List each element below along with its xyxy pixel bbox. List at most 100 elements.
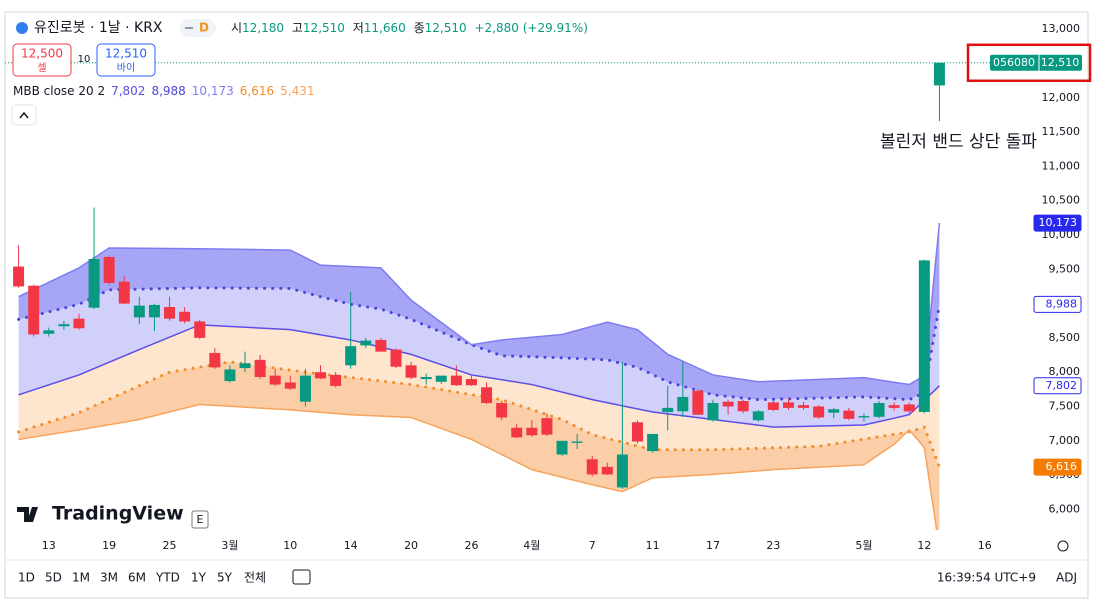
y-tick-label: 10,500 xyxy=(1042,194,1081,207)
candle-body xyxy=(360,340,372,346)
candle-body xyxy=(315,372,327,379)
last-price-label: 12,510 xyxy=(1041,56,1080,69)
candle-body xyxy=(375,339,387,352)
y-tick-label: 7,000 xyxy=(1049,434,1081,447)
ohlc-value: 11,660 xyxy=(364,21,406,35)
candle-body xyxy=(767,402,779,410)
candle-body xyxy=(798,405,810,408)
range-button[interactable]: 전체 xyxy=(244,571,266,585)
indicator-legend: MBB close 20 2 7,802 8,988 10,173 6,616 5,431 xyxy=(13,84,315,98)
collapse-icon xyxy=(19,111,29,119)
y-tick-label: 8,500 xyxy=(1049,331,1081,344)
indicator-value: 8,988 xyxy=(151,84,185,98)
x-tick-label: 26 xyxy=(464,539,478,552)
candle-body xyxy=(707,403,719,421)
candle-body xyxy=(813,406,825,418)
candle-body xyxy=(58,324,70,327)
event: E xyxy=(197,513,204,526)
candle-body xyxy=(73,318,85,329)
candle-body xyxy=(481,387,493,404)
ohlc-label: 고 xyxy=(292,21,303,35)
logo-icon xyxy=(17,507,38,522)
candle-body xyxy=(345,346,357,366)
spread: 10 xyxy=(78,54,91,65)
indicator-value: 7,802 xyxy=(111,84,145,98)
ohlc-label: 저 xyxy=(353,21,364,35)
candle-body xyxy=(269,375,281,385)
candle-body xyxy=(571,441,583,443)
compare-icon[interactable] xyxy=(292,569,311,585)
band-fill xyxy=(18,324,940,468)
y-tick-label: 12,000 xyxy=(1042,91,1081,104)
x-tick-label: 25 xyxy=(163,539,177,552)
adj[interactable]: ADJ xyxy=(1056,571,1077,585)
candle-body xyxy=(737,401,749,412)
candle-body xyxy=(692,390,704,415)
candle-body xyxy=(28,285,40,335)
last-price-symbol: 056080 xyxy=(993,56,1035,69)
last-price-badge xyxy=(990,54,1082,71)
logo: TradingView xyxy=(52,503,184,525)
x-tick-label: 20 xyxy=(404,539,418,552)
candle-body xyxy=(164,307,176,319)
ohlc-value: 12,510 xyxy=(425,21,467,35)
badge-dash xyxy=(185,27,193,29)
sell-button[interactable] xyxy=(12,43,72,77)
x-tick-label: 17 xyxy=(706,539,720,552)
overlay: 유진로봇 · 1날 · KRX D 시12,180 고12,510 저11,66… xyxy=(5,19,1088,585)
range-button[interactable]: 5D xyxy=(45,571,62,585)
ohlc-label: 종 xyxy=(414,21,425,35)
range-button[interactable]: 5Y xyxy=(217,571,233,585)
symbol: 유진로봇 · 1날 · KRX xyxy=(34,20,163,36)
x-tick-label: 11 xyxy=(646,539,660,552)
ohlc: 시12,180 고12,510 저11,660 종12,510 +2,880 (… xyxy=(231,21,588,35)
candle-body xyxy=(133,305,145,318)
band-fill xyxy=(18,223,940,400)
settings-icon[interactable] xyxy=(1057,540,1069,552)
candle-body xyxy=(782,402,794,408)
price-badge xyxy=(1033,295,1082,313)
badge-bg xyxy=(180,19,216,37)
candle-body xyxy=(435,375,447,382)
range-button[interactable]: 1D xyxy=(18,571,35,585)
collapse-button[interactable] xyxy=(11,104,37,126)
band-line xyxy=(18,403,938,530)
candle-body xyxy=(526,427,538,436)
sell-label: 셀 xyxy=(37,62,46,74)
event-box[interactable] xyxy=(191,510,209,529)
price-badge-label: 8,988 xyxy=(1046,297,1078,310)
candle-body xyxy=(179,311,191,322)
candle-body xyxy=(873,403,885,417)
ohlc-value: 12,180 xyxy=(242,21,284,35)
sell-price: 12,500 xyxy=(21,47,63,61)
candle-body xyxy=(616,454,628,488)
highlight-box xyxy=(966,43,1092,83)
buy-button[interactable] xyxy=(96,43,156,77)
badge: D xyxy=(199,21,209,35)
price-badge-label: 10,173 xyxy=(1039,216,1078,229)
range-button[interactable]: 6M xyxy=(128,571,146,585)
price-badge-label: 6,616 xyxy=(1046,460,1078,473)
range-button[interactable]: 1M xyxy=(72,571,90,585)
time: 16:39:54 UTC+9 xyxy=(937,571,1036,585)
y-tick-label: 8,000 xyxy=(1049,365,1081,378)
candle-body xyxy=(828,409,840,413)
candle-body xyxy=(556,440,568,455)
candle-body xyxy=(918,260,930,412)
x-tick-label: 4월 xyxy=(523,539,540,552)
range-button[interactable]: 1Y xyxy=(191,571,207,585)
candle-body xyxy=(13,266,25,287)
x-tick-label: 14 xyxy=(344,539,358,552)
price-badge xyxy=(1033,458,1082,476)
candle-body xyxy=(88,258,100,308)
range-button[interactable]: 3M xyxy=(100,571,118,585)
range-button[interactable]: YTD xyxy=(155,571,180,585)
ohlc-value: 12,510 xyxy=(303,21,345,35)
x-tick-label: 13 xyxy=(42,539,56,552)
candle-body xyxy=(254,359,266,378)
x-tick-label: 3월 xyxy=(221,539,238,552)
candle-body xyxy=(103,256,115,284)
candle-body xyxy=(858,416,870,418)
band-line xyxy=(18,223,941,386)
candle-body xyxy=(118,281,130,304)
